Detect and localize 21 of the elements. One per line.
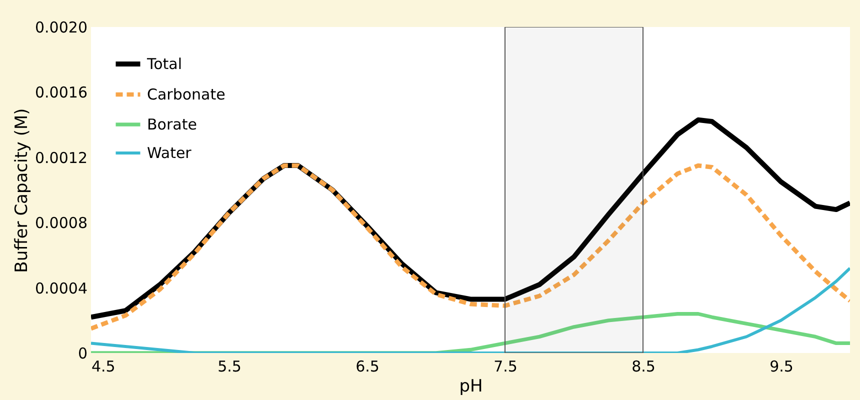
line-series — [91, 312, 850, 353]
y-axis-title: Buffer Capacity (M) — [12, 108, 32, 273]
y-tick-label: 0.0016 — [35, 84, 88, 102]
y-tick-label: 0.0008 — [35, 214, 88, 232]
y-tick-label: 0.0012 — [35, 148, 88, 167]
line-series — [91, 266, 850, 353]
x-tick-label: 5.5 — [218, 358, 242, 376]
legend-label: Total — [146, 55, 182, 73]
legend-label: Borate — [147, 116, 197, 134]
x-tick-label: 6.5 — [356, 358, 380, 376]
legend-label: Water — [147, 144, 192, 162]
x-axis-title: pH — [459, 376, 483, 396]
x-tick-label: 7.5 — [494, 358, 518, 376]
y-tick-label: 0.0020 — [35, 18, 88, 36]
y-tick-label: 0 — [78, 344, 88, 362]
line-series — [91, 163, 850, 331]
legend-label: Carbonate — [147, 86, 226, 104]
x-tick-label: 4.5 — [92, 358, 116, 376]
x-tick-label: 9.5 — [770, 358, 794, 376]
x-tick-label: 8.5 — [632, 358, 656, 376]
y-tick-label: 0.0004 — [35, 279, 88, 298]
